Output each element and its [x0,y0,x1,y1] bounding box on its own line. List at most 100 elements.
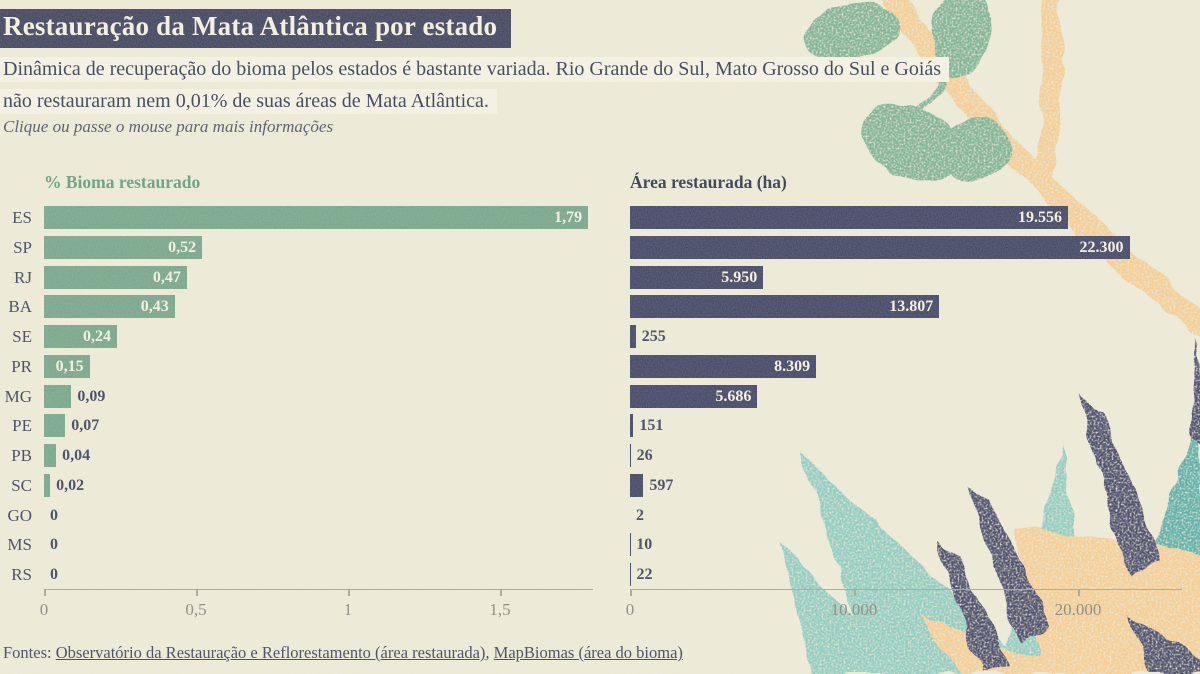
axis-tick-label: 0 [625,600,635,619]
chart-row-MG: 5.686 [630,384,1200,415]
value-label-PE: 0,07 [71,417,100,435]
chart-row-RJ: RJ 0,47 [0,265,610,296]
source-link-mapbiomas[interactable]: MapBiomas (área do bioma) [493,643,683,662]
value-label-GO: 2 [636,506,645,524]
chart-row-SC: SC 0,02 [0,473,610,504]
state-label-RJ: RJ [14,267,32,287]
value-label-MG: 5.686 [715,387,752,405]
bar-PE[interactable] [630,414,634,438]
interaction-hint: Clique ou passe o mouse para mais inform… [3,117,334,136]
bar-SE[interactable] [630,325,636,349]
value-label-SE: 0,24 [82,328,111,346]
state-label-SE: SE [12,327,32,347]
state-label-BA: BA [8,297,32,317]
percent-restored-chart: ES 1,79 SP 0,52 RJ 0,47 BA 0,43 SE 0,24 PR 0,15 MG 0,… [0,206,610,593]
value-label-PB: 26 [636,447,653,465]
value-label-RJ: 0,47 [152,268,181,286]
chart-row-SE: 255 [630,325,1200,355]
chart-row-SP: SP 0,52 [0,235,610,266]
value-label-BA: 0,43 [140,298,169,316]
axis-tick-label: 10.000 [830,600,878,619]
chart-row-SE: SE 0,24 [0,325,610,355]
subtitle-line-1: Dinâmica de recuperação do bioma pelos e… [0,57,950,82]
area-restored-chart: 19.556 22.300 5.950 13.807 255 8.309 5.686 151 2… [630,206,1200,593]
axis-tick-label: 0 [39,600,49,619]
state-label-PB: PB [11,446,32,466]
value-label-SP: 0,52 [168,238,197,256]
chart-row-MS: 10 [630,533,1200,563]
source-link-observatorio[interactable]: Observatório da Restauração e Refloresta… [55,643,486,662]
chart-row-BA: BA 0,43 [0,295,610,325]
axis-tick-mark [196,590,198,596]
state-label-ES: ES [12,208,32,227]
value-label-SP: 22.300 [1079,238,1124,256]
state-label-PR: PR [11,356,32,376]
axis-tick-mark [1078,590,1080,596]
value-label-ES: 19.556 [1018,209,1063,226]
chart-row-PB: PB 0,04 [0,444,610,474]
axis-tick-mark [854,590,856,596]
state-label-GO: GO [7,505,32,525]
bar-MG[interactable] [44,384,72,408]
state-label-SC: SC [11,475,32,495]
value-label-ES: 1,79 [554,209,583,226]
value-label-BA: 13.807 [889,298,934,316]
value-label-RS: 0 [50,566,58,584]
subtitle: Dinâmica de recuperação do bioma pelos e… [0,54,950,118]
axis-tick-mark [630,590,632,596]
axis-tick-label: 1 [343,600,353,619]
axis-tick-label: 0,5 [185,600,207,619]
axis-tick-label: 1,5 [489,600,511,619]
chart-row-PR: 8.309 [630,354,1200,385]
state-label-SP: SP [13,237,32,257]
chart-row-ES: ES 1,79 [0,206,610,236]
state-label-MS: MS [7,535,32,555]
chart-row-RJ: 5.950 [630,265,1200,296]
sources-separator: , [485,643,494,662]
subtitle-line-2: não restauraram nem 0,01% de suas áreas … [0,89,497,114]
value-label-GO: 0 [50,506,58,524]
right-chart-title: Área restaurada (ha) [630,172,787,192]
axis-line [630,589,1182,590]
chart-row-PR: PR 0,15 [0,354,610,385]
chart-row-PB: 26 [630,444,1200,474]
value-label-SE: 255 [641,328,666,346]
left-chart-title: % Bioma restaurado [44,172,201,192]
value-label-RJ: 5.950 [721,268,758,286]
value-label-RS: 22 [636,566,653,584]
chart-row-ES: 19.556 [630,206,1200,236]
bar-SC[interactable] [630,473,644,497]
chart-row-SP: 22.300 [630,235,1200,266]
value-label-MG: 0,09 [77,387,106,405]
value-label-MS: 0 [50,536,58,554]
page-title: Restauração da Mata Atlântica por estado [0,9,512,48]
chart-row-PE: 151 [630,414,1200,444]
chart-row-MS: MS 0 [0,533,610,563]
value-label-PE: 151 [639,417,664,435]
state-label-MG: MG [4,386,32,406]
chart-row-GO: GO 0 [0,504,610,534]
bar-PE[interactable] [44,414,66,438]
bar-PB[interactable] [630,444,631,468]
axis-tick-mark [500,590,502,596]
value-label-SC: 0,02 [56,476,85,494]
bar-PB[interactable] [44,444,57,468]
value-label-SC: 597 [649,476,674,494]
chart-row-MG: MG 0,09 [0,384,610,415]
sources-footer: Fontes: Observatório da Restauração e Re… [3,643,683,663]
chart-row-GO: 2 [630,504,1200,534]
value-label-MS: 10 [636,536,653,554]
axis-tick-mark [348,590,350,596]
chart-row-BA: 13.807 [630,295,1200,325]
state-label-RS: RS [11,565,32,585]
chart-row-PE: PE 0,07 [0,414,610,444]
area-axis: 0 10.000 20.000 [626,589,1182,619]
value-label-PR: 8.309 [774,357,811,375]
state-label-PE: PE [12,416,32,436]
axis-tick-mark [44,590,46,596]
percent-axis: 0 0,5 1 1,5 [40,589,593,619]
axis-line [44,589,593,590]
bar-SC[interactable] [44,473,51,497]
chart-row-SC: 597 [630,473,1200,504]
